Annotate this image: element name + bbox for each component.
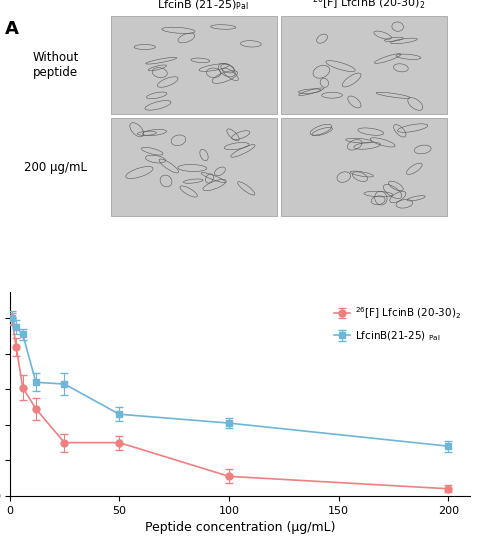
Text: A: A [5,20,19,38]
X-axis label: Peptide concentration (μg/mL): Peptide concentration (μg/mL) [145,521,335,534]
FancyBboxPatch shape [281,118,447,216]
FancyBboxPatch shape [281,16,447,114]
FancyBboxPatch shape [111,16,277,114]
Text: $^{26}$[F] LfcinB (20-30)$_2$: $^{26}$[F] LfcinB (20-30)$_2$ [312,0,426,12]
Text: Without
peptide: Without peptide [33,51,79,79]
Text: LfcinB (21-25)$_{\mathrm{Pal}}$: LfcinB (21-25)$_{\mathrm{Pal}}$ [157,0,249,12]
Text: 200 μg/mL: 200 μg/mL [24,161,87,174]
Legend: $^{26}$[F] LfcinB (20-30)$_2$, LfcinB(21-25) $_\mathrm{Pal}$: $^{26}$[F] LfcinB (20-30)$_2$, LfcinB(21… [330,301,465,347]
FancyBboxPatch shape [111,118,277,216]
